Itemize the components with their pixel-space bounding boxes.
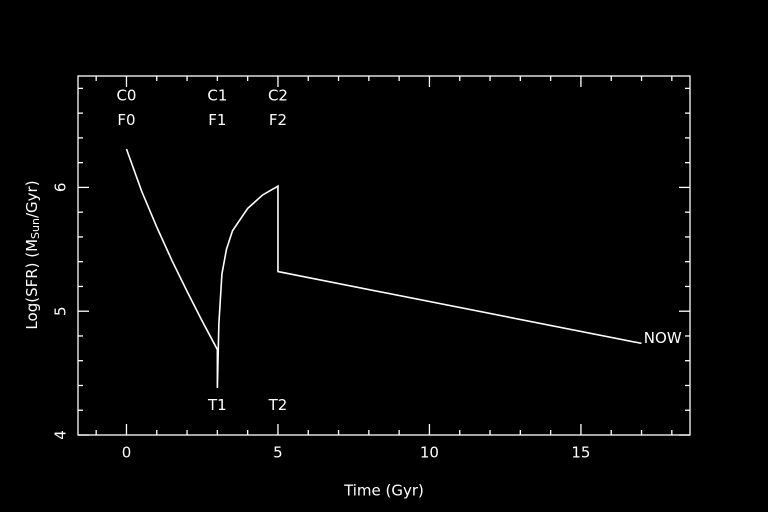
- x-tick-label: 5: [273, 444, 283, 462]
- annotation: F0: [117, 111, 135, 129]
- y-tick-label: 5: [52, 306, 70, 316]
- x-tick-label: 10: [420, 444, 439, 462]
- annotation: F2: [269, 111, 287, 129]
- y-tick-label: 4: [52, 430, 70, 440]
- y-label-suffix: /Gyr): [23, 180, 41, 218]
- annotation: C1: [207, 86, 227, 104]
- annotation: NOW: [644, 329, 682, 347]
- y-label-sub: Sun: [29, 218, 42, 239]
- x-axis-label: Time (Gyr): [343, 482, 424, 500]
- data-line: [125, 148, 642, 388]
- y-tick-label: 6: [52, 183, 70, 193]
- x-tick-label: 0: [122, 444, 132, 462]
- annotation: F1: [208, 111, 226, 129]
- annotation: C2: [268, 86, 288, 104]
- annotation: C0: [116, 86, 136, 104]
- annotation: T2: [268, 396, 288, 414]
- y-axis-label: Log(SFR) (MSun/Gyr): [23, 180, 43, 329]
- plot-frame: [77, 75, 691, 436]
- x-tick-label: 15: [571, 444, 590, 462]
- y-label-prefix: Log(SFR) (M: [23, 239, 41, 330]
- annotation: T1: [207, 396, 227, 414]
